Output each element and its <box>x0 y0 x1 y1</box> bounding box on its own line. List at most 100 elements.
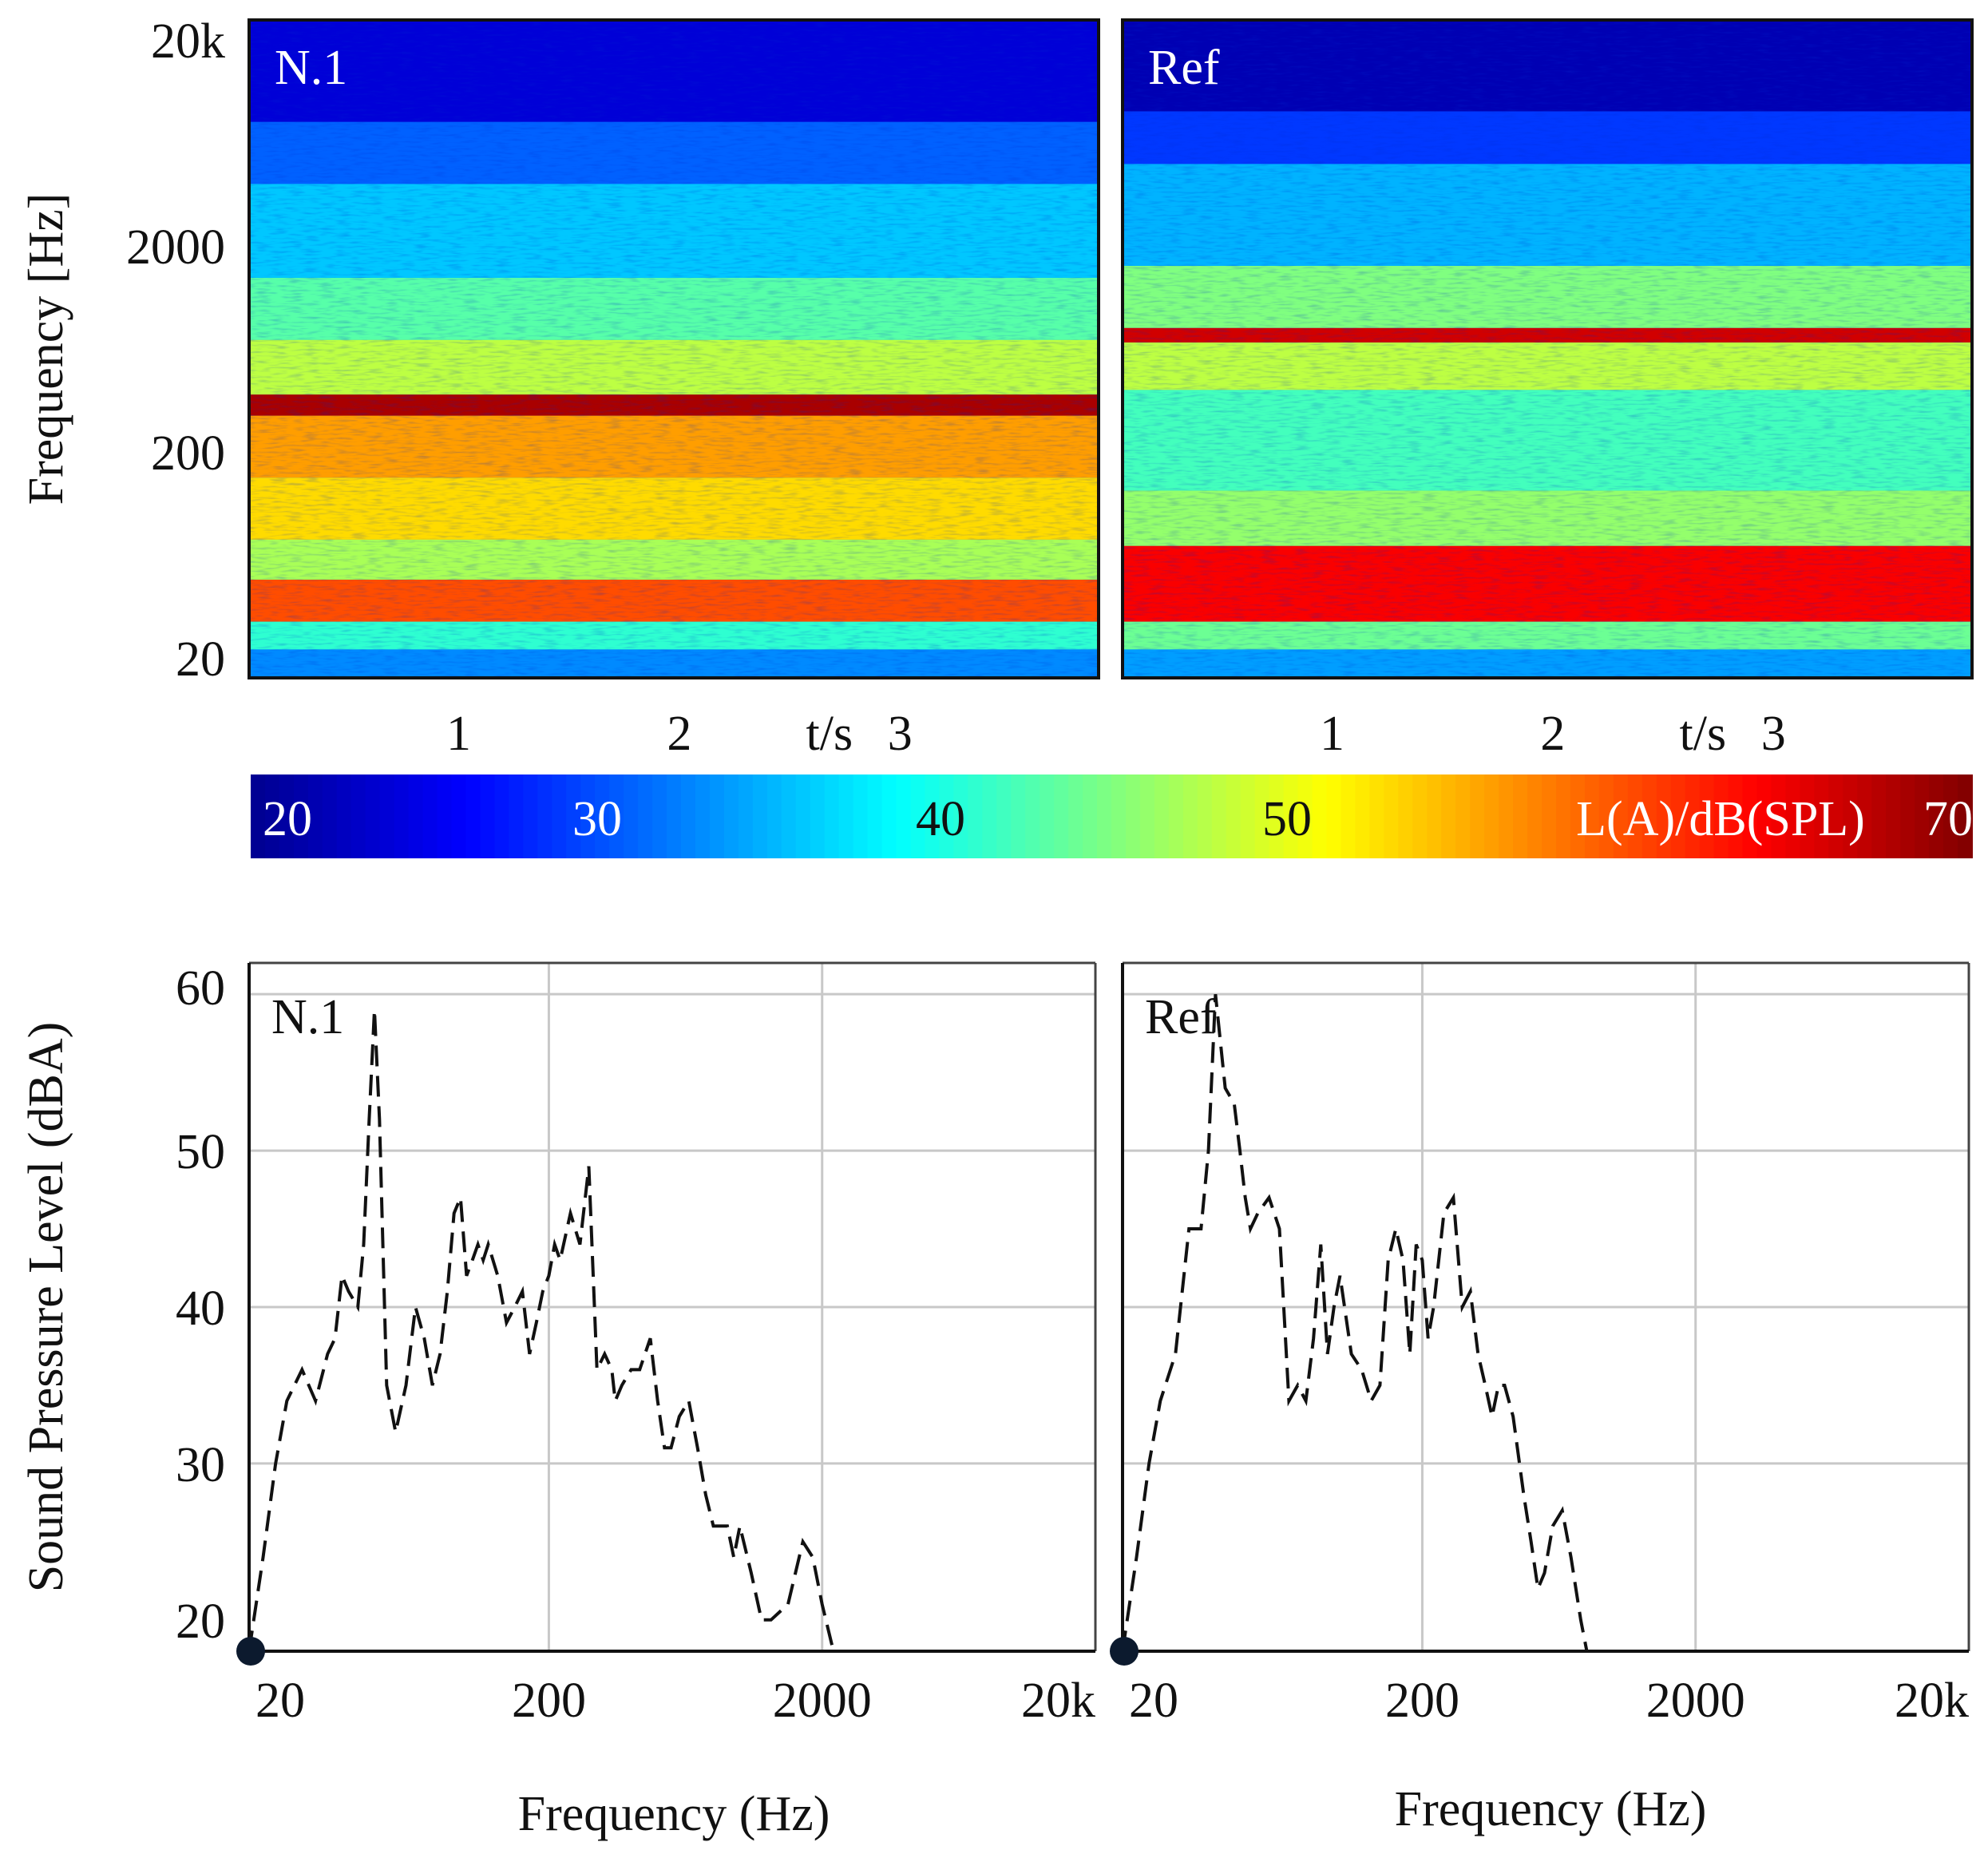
time-axis-label: t/s <box>1680 707 1727 761</box>
colorbar-segment <box>1326 774 1342 858</box>
colorbar-segment <box>580 774 596 858</box>
colorbar-segment <box>1785 774 1801 858</box>
spectrum-y-tick: 30 <box>176 1438 225 1492</box>
colorbar-segment <box>1125 774 1141 858</box>
colorbar-segment <box>1871 774 1887 858</box>
origin-dot <box>1110 1637 1139 1666</box>
colorbar-segment <box>1713 774 1729 858</box>
colorbar-segment <box>1168 774 1184 858</box>
colorbar-segment <box>465 774 481 858</box>
spectrum-x-tick: 200 <box>1385 1674 1459 1728</box>
colorbar-segment <box>480 774 496 858</box>
colorbar-segment <box>925 774 941 858</box>
colorbar-segment <box>595 774 611 858</box>
colorbar-segment <box>624 774 640 858</box>
colorbar-ticks: 20 30 40 50 <box>263 792 1312 846</box>
colorbar-segment <box>1097 774 1112 858</box>
spectrogram-frame <box>248 18 1100 679</box>
colorbar-segment <box>1083 774 1099 858</box>
colorbar-segment <box>1040 774 1055 858</box>
colorbar-segment <box>1814 774 1830 858</box>
colorbar: 20 30 40 50 L(A)/dB(SPL) 70 <box>251 774 1973 858</box>
colorbar-segment <box>336 774 352 858</box>
spectrum-line <box>1121 993 1756 1653</box>
colorbar-segment <box>523 774 539 858</box>
colorbar-segment <box>1139 774 1155 858</box>
colorbar-segment <box>1197 774 1213 858</box>
spectrogram-bands <box>249 20 1099 678</box>
colorbar-segment <box>1470 774 1486 858</box>
colorbar-tick: 40 <box>916 792 965 846</box>
colorbar-segment <box>422 774 438 858</box>
colorbar-segment <box>638 774 654 858</box>
colorbar-segment <box>1584 774 1600 858</box>
colorbar-segment <box>279 774 295 858</box>
colorbar-segment <box>939 774 955 858</box>
colorbar-segment <box>293 774 309 858</box>
spectrogram-texture <box>1123 20 1972 678</box>
spectrum-x-tick: 20 <box>255 1674 305 1728</box>
spectrum-y-tick: 50 <box>176 1125 225 1179</box>
spectrum-n1: N.1 20 30 40 50 60 20 200 2000 20k Frequency (H… <box>176 961 1097 1841</box>
colorbar-segment <box>1886 774 1902 858</box>
colorbar-segment <box>738 774 754 858</box>
spectrum-x-tick: 2000 <box>773 1674 872 1728</box>
spectrogram-x-tick: 2 <box>667 707 691 761</box>
colorbar-max-tick: 70 <box>1923 792 1973 846</box>
colorbar-segment <box>996 774 1012 858</box>
panel-label: Ref <box>1148 41 1220 95</box>
spectrogram-x-tick: 1 <box>1320 707 1344 761</box>
colorbar-segment <box>853 774 869 858</box>
colorbar-segment <box>1369 774 1385 858</box>
spectrogram-x-tick: 1 <box>446 707 471 761</box>
spectrogram-y-axis-label: Frequency [Hz] <box>19 193 73 505</box>
colorbar-segment <box>910 774 926 858</box>
colorbar-segment <box>723 774 739 858</box>
spectrum-line <box>248 1009 931 1653</box>
spectrogram-ref: Ref 1 2 3 t/s <box>1121 18 1974 761</box>
spectrum-y-tick: 60 <box>176 961 225 1016</box>
spectrogram-y-tick: 20 <box>176 632 225 687</box>
colorbar-segment <box>1598 774 1614 858</box>
colorbar-segment <box>1670 774 1686 858</box>
colorbar-segment <box>1742 774 1758 858</box>
colorbar-segment <box>1111 774 1127 858</box>
colorbar-segment <box>1756 774 1772 858</box>
colorbar-segment <box>838 774 854 858</box>
spectrum-ref: Ref 20 200 2000 20k Frequency (Hz) <box>1110 961 1970 1836</box>
panel-label: Ref <box>1145 990 1217 1044</box>
spectrum-frame <box>1121 961 1970 1653</box>
spectrogram-y-ticks: 20k 2000 200 20 <box>126 14 225 687</box>
colorbar-segment <box>1211 774 1227 858</box>
colorbar-segment <box>1570 774 1586 858</box>
colorbar-segment <box>1943 774 1959 858</box>
colorbar-segment <box>437 774 453 858</box>
colorbar-segment <box>681 774 696 858</box>
spectrum-grid <box>1123 963 1969 1651</box>
colorbar-segment <box>1240 774 1256 858</box>
colorbar-segment <box>1641 774 1657 858</box>
colorbar-segment <box>609 774 625 858</box>
colorbar-segment <box>1728 774 1744 858</box>
colorbar-segment <box>1542 774 1557 858</box>
colorbar-segment <box>509 774 525 858</box>
colorbar-segment <box>1513 774 1529 858</box>
spectrum-frame <box>248 961 1097 1653</box>
colorbar-segment <box>1656 774 1672 858</box>
spectrogram-bands <box>1123 20 1972 678</box>
colorbar-tick: 30 <box>572 792 622 846</box>
colorbar-segment <box>1341 774 1356 858</box>
colorbar-segment <box>552 774 568 858</box>
colorbar-segment <box>1800 774 1816 858</box>
colorbar-segment <box>1915 774 1931 858</box>
spectrogram-y-tick: 200 <box>151 426 225 481</box>
colorbar-segment <box>1297 774 1313 858</box>
colorbar-segment <box>867 774 883 858</box>
colorbar-segment <box>408 774 424 858</box>
colorbar-segment <box>1398 774 1414 858</box>
colorbar-segment <box>365 774 381 858</box>
spectrogram-x-tick: 3 <box>1761 707 1786 761</box>
colorbar-segment <box>1312 774 1328 858</box>
spectrum-x-tick: 20k <box>1021 1674 1095 1728</box>
